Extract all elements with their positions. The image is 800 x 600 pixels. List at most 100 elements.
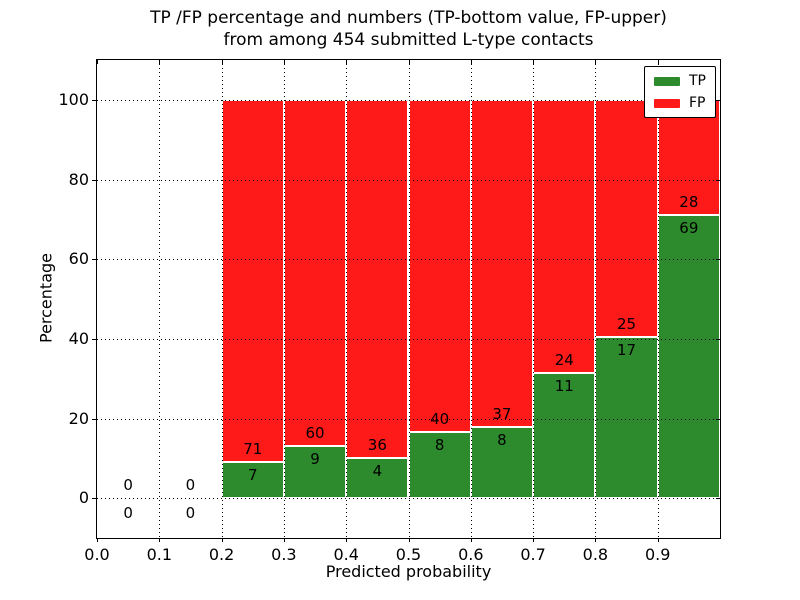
x-tick-top — [408, 60, 410, 64]
x-tick-label: 0.5 — [395, 545, 422, 564]
x-tick-top — [657, 60, 659, 64]
legend-item-fp: FP — [654, 96, 706, 110]
bar-tp-count: 9 — [310, 450, 320, 469]
x-tick-label: 0.2 — [208, 545, 235, 564]
y-tick-right — [716, 259, 720, 261]
x-tick-bottom — [159, 538, 161, 542]
bar-fp — [346, 99, 409, 459]
x-tick-top — [221, 60, 223, 64]
y-tick-label: 100 — [58, 89, 89, 109]
bar-fp-count: 60 — [305, 424, 325, 443]
y-tick-left — [92, 418, 96, 420]
gridline-x-0.2 — [221, 60, 223, 538]
x-tick-label: 0.9 — [644, 545, 671, 564]
gridline-x-0.3 — [283, 60, 285, 538]
y-tick-right — [716, 179, 720, 181]
gridline-x-0.5 — [408, 60, 410, 538]
bar-fp-count: 36 — [367, 436, 387, 455]
x-tick-top — [595, 60, 597, 64]
bar-fp — [595, 99, 658, 337]
chart-title-line2: from among 454 submitted L-type contacts — [223, 30, 594, 50]
y-tick-left — [92, 99, 96, 101]
gridline-x-0.8 — [595, 60, 597, 538]
x-tick-label: 0.6 — [458, 545, 484, 564]
x-tick-top — [97, 60, 98, 64]
bar-fp-count: 25 — [617, 314, 637, 333]
bar-fp — [470, 99, 534, 428]
legend: TP FP — [644, 66, 716, 118]
x-tick-bottom — [470, 538, 472, 542]
bar-fp-count: 24 — [554, 350, 574, 369]
bar-tp-count: 0 — [123, 504, 133, 523]
y-tick-label: 0 — [78, 488, 89, 508]
x-tick-top — [470, 60, 472, 64]
x-tick-bottom — [533, 538, 535, 542]
legend-label-fp: FP — [689, 95, 706, 111]
bar-tp — [533, 372, 596, 499]
bar-fp-count: 28 — [679, 192, 699, 211]
gridline-x-0.4 — [346, 60, 348, 538]
x-tick-bottom — [595, 538, 597, 542]
y-tick-label: 20 — [68, 408, 89, 428]
bar-tp-count: 0 — [185, 504, 196, 523]
bar-tp-count: 69 — [679, 218, 699, 237]
bar-fp-count: 40 — [430, 409, 450, 428]
bar-tp-count: 8 — [497, 431, 507, 450]
bar-fp — [533, 99, 596, 373]
bar-tp — [221, 462, 284, 499]
x-tick-label: 0.4 — [333, 545, 359, 564]
y-tick-label: 40 — [68, 328, 89, 348]
bar-fp-count: 0 — [185, 476, 196, 495]
bar-tp — [346, 458, 409, 499]
y-tick-right — [716, 338, 720, 340]
y-tick-right — [716, 99, 720, 101]
chart-title: TP /FP percentage and numbers (TP-bottom… — [97, 7, 720, 51]
y-tick-left — [92, 338, 96, 340]
bar-tp — [595, 336, 658, 499]
x-tick-bottom — [221, 538, 223, 542]
x-tick-label: 0.7 — [520, 545, 546, 564]
x-tick-bottom — [346, 538, 348, 542]
bar-fp-count: 37 — [492, 405, 512, 424]
x-tick-bottom — [657, 538, 659, 542]
chart-title-line1: TP /FP percentage and numbers (TP-bottom… — [150, 8, 667, 28]
gridline-x-0.9 — [657, 60, 659, 538]
gridline-x-0.6 — [470, 60, 472, 538]
bar-tp-count: 11 — [554, 376, 574, 395]
bar-tp-count: 7 — [247, 466, 258, 485]
x-tick-bottom — [408, 538, 410, 542]
gridline-x-0.1 — [159, 60, 161, 538]
x-tick-top — [283, 60, 285, 64]
bar-fp-count: 0 — [123, 476, 133, 495]
y-tick-label: 80 — [68, 169, 89, 189]
y-tick-label: 60 — [68, 249, 89, 269]
legend-swatch-tp — [654, 76, 680, 86]
x-tick-top — [533, 60, 535, 64]
x-tick-top — [159, 60, 161, 64]
y-tick-left — [92, 179, 96, 181]
bar-tp — [470, 427, 534, 499]
bar-fp-count: 71 — [243, 440, 263, 459]
y-tick-right — [716, 498, 720, 500]
x-tick-label: 0.0 — [84, 545, 110, 564]
bar-tp — [657, 214, 720, 499]
bar-tp — [408, 431, 471, 499]
plot-area: TP FP 0 0 0 0 71 7 60 9 36 4 40 8 37 8 24 11 25 17 28 69 — [92, 59, 721, 542]
x-tick-label: 0.3 — [271, 545, 297, 564]
y-tick-left — [92, 259, 96, 261]
bar-tp-count: 4 — [372, 462, 383, 481]
x-tick-bottom — [97, 538, 98, 542]
legend-label-tp: TP — [689, 73, 706, 89]
legend-swatch-fp — [654, 98, 680, 108]
x-axis-label: Predicted probability — [325, 562, 492, 581]
legend-item-tp: TP — [654, 74, 706, 88]
bar-tp-count: 8 — [434, 435, 445, 454]
x-tick-label: 0.8 — [582, 545, 609, 564]
bar-tp — [283, 446, 347, 499]
x-tick-bottom — [283, 538, 285, 542]
x-tick-top — [346, 60, 348, 64]
bar-fp — [283, 99, 347, 447]
bar-tp-count: 17 — [617, 340, 637, 359]
gridline-x-0.7 — [533, 60, 535, 538]
